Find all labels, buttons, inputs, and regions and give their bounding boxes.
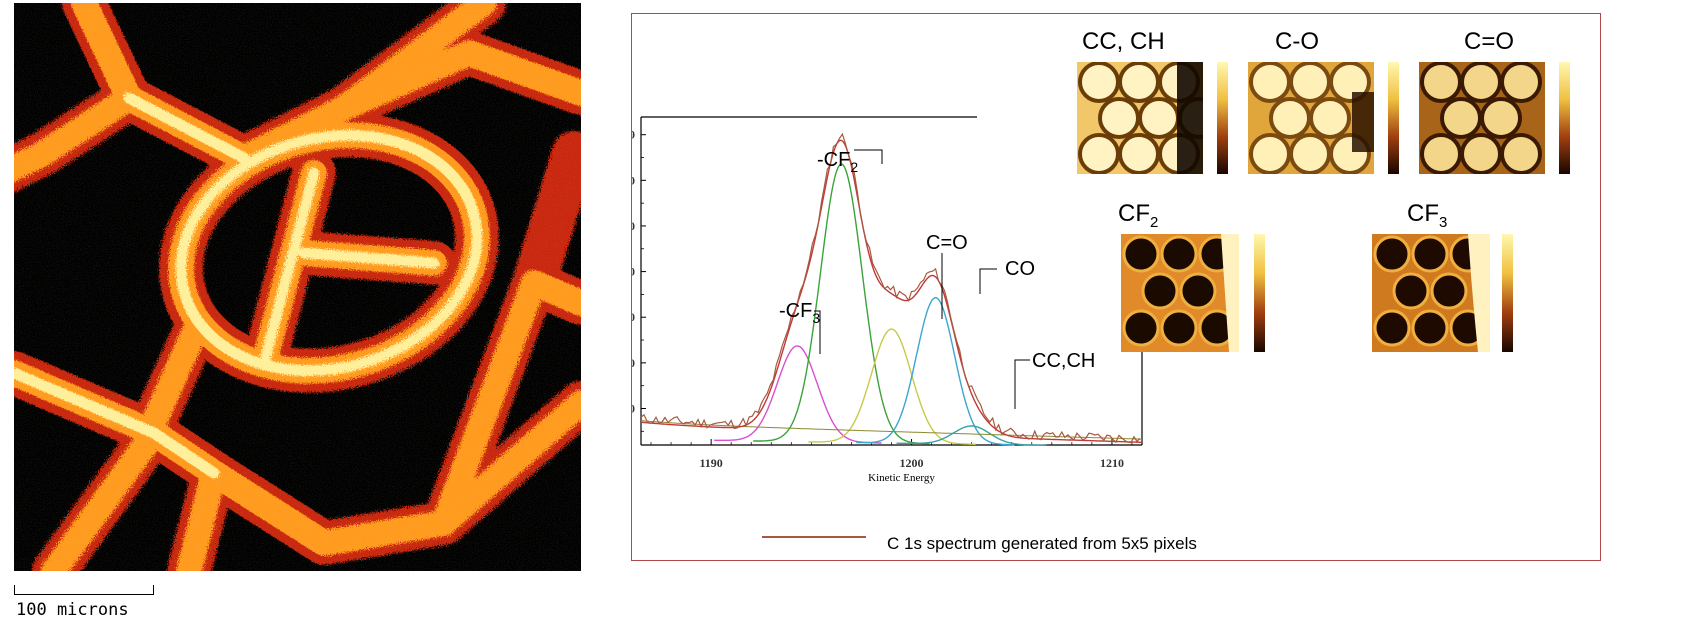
peak-label-cf2: -CF2	[817, 149, 858, 175]
map-thumbnail-cc-ch	[1077, 61, 1220, 175]
series-layer	[640, 132, 1143, 446]
map-title-c-eq-o: C=O	[1464, 28, 1515, 55]
component-peak-ccch	[896, 425, 1047, 446]
x-tick-label: 1210	[1100, 456, 1124, 470]
y-tick-label: 10	[632, 401, 635, 415]
map-thumbnail-c-eq-o	[1419, 61, 1545, 175]
map-title-c-o: C-O	[1275, 28, 1319, 55]
c-eq-o-map-svg	[1419, 61, 1545, 175]
peak-leader-line	[814, 310, 821, 354]
spectrum-caption: C 1s spectrum generated from 5x5 pixels	[887, 534, 1197, 553]
peak-label-subscript: 2	[850, 159, 858, 175]
legend-line-sample	[762, 536, 866, 538]
colorbar-c-eq-o	[1559, 62, 1570, 174]
fit-envelope-line	[640, 139, 1143, 444]
y-tick-label: 40	[632, 265, 635, 279]
c-o-map-svg	[1248, 61, 1374, 175]
spectrum-figure-panel: 10 20 30 40 50 60 70 1190 1200 1210 Kinetic Energy…	[631, 13, 1601, 561]
peak-leader-line	[854, 149, 883, 164]
peak-label-layer: -CF3 -CF2 C=O CO CC,CH	[779, 149, 1095, 409]
map-title-cf3: CF3	[1407, 200, 1447, 231]
frame-lines	[641, 116, 1143, 445]
ion-map-image	[14, 3, 581, 571]
colorbar-cf3	[1502, 234, 1513, 352]
peak-leader-line	[1014, 359, 1030, 409]
y-tick-label: 30	[632, 310, 635, 324]
peak-label-ccch: CC,CH	[1032, 350, 1095, 372]
scale-bar	[14, 585, 154, 595]
scale-bar-label: 100 microns	[16, 600, 129, 620]
y-tick-label: 20	[632, 356, 635, 370]
peak-label-co: C=O	[926, 232, 968, 254]
cf3-label: CF	[1407, 200, 1439, 227]
colorbar-cf2	[1254, 234, 1265, 352]
cf3-map-svg	[1372, 234, 1490, 352]
x-axis-label: Kinetic Energy	[868, 472, 935, 484]
x-tick-label: 1200	[900, 456, 924, 470]
chart-axes: 10 20 30 40 50 60 70 1190 1200 1210 Kinetic Energy…	[632, 117, 1142, 484]
component-peak-co	[808, 328, 976, 445]
component-peak-cf2	[753, 163, 930, 445]
map-title-cf2: CF2	[1118, 200, 1158, 231]
map-thumbnail-c-o	[1248, 61, 1374, 175]
peak-label-cf3: -CF3	[779, 300, 820, 326]
map-title-cc-ch: CC, CH	[1082, 28, 1165, 55]
peak-leader-line	[979, 268, 997, 294]
x-tick-label: 1190	[699, 456, 722, 470]
cc-ch-map-svg	[1077, 61, 1220, 175]
measured-spectrum-line	[640, 132, 1141, 444]
y-tick-label: 70	[632, 128, 635, 142]
colorbar-cc-ch	[1217, 62, 1228, 174]
y-tick-label: 50	[632, 219, 635, 233]
colorbar-c-o	[1388, 62, 1399, 174]
cf3-subscript: 3	[1439, 213, 1448, 231]
map-thumbnail-cf2	[1121, 234, 1239, 352]
cf2-subscript: 2	[1150, 213, 1159, 231]
component-peak-cf3	[714, 345, 882, 444]
peak-label-co: CO	[1005, 258, 1035, 280]
component-peak-co	[856, 296, 1015, 446]
y-tick-label: 60	[632, 173, 635, 187]
cf2-label: CF	[1118, 200, 1150, 227]
cf2-map-svg	[1121, 234, 1239, 352]
peak-label-subscript: 3	[812, 310, 820, 326]
heat-map-svg	[14, 3, 581, 571]
spectrum-chart: 10 20 30 40 50 60 70 1190 1200 1210 Kinetic Energy…	[632, 116, 1143, 484]
map-thumbnail-cf3	[1372, 234, 1490, 352]
